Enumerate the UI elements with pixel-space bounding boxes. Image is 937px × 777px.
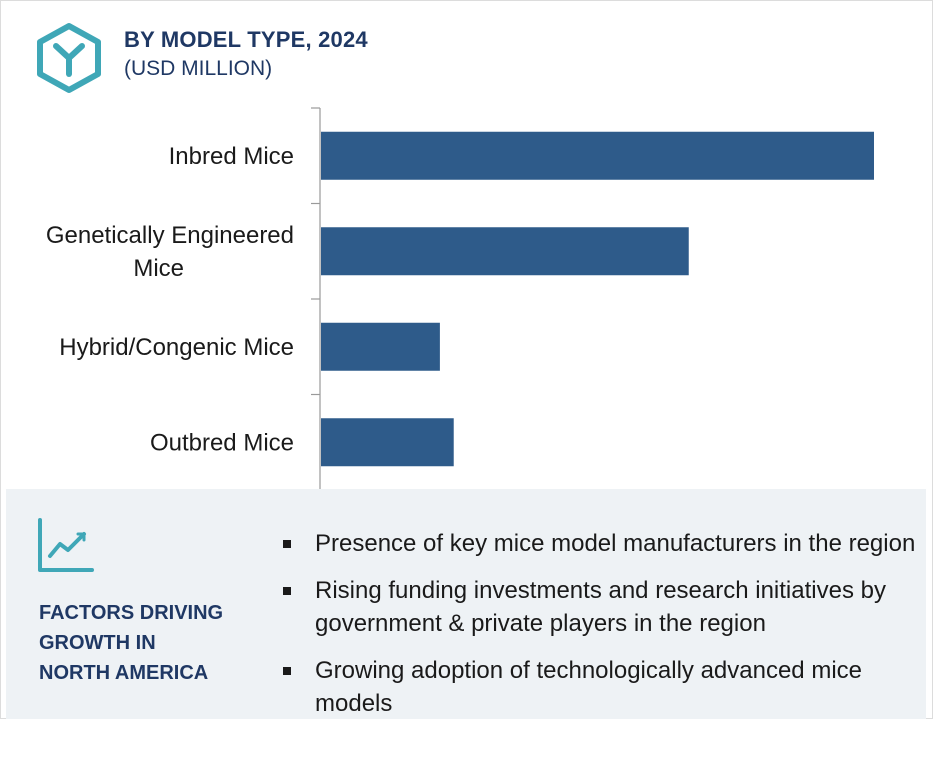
category-label: Outbred Mice: [150, 429, 294, 456]
category-label: Hybrid/Congenic Mice: [59, 334, 294, 361]
factors-list: Presence of key mice model manufacturers…: [280, 527, 920, 734]
factor-text: Presence of key mice model manufacturers…: [315, 530, 916, 557]
factor-text: Rising funding investments and research …: [315, 577, 886, 637]
trend-line-icon: [38, 518, 94, 572]
chart-subtitle: (USD MILLION): [124, 57, 273, 80]
bullet-square-icon: [283, 540, 291, 548]
hexagon-y-logo-icon: [37, 23, 101, 93]
factors-title-line: FACTORS DRIVING: [39, 602, 224, 624]
factors-panel: [6, 489, 926, 719]
factor-item: Presence of key mice model manufacturers…: [280, 527, 920, 560]
chart-title: BY MODEL TYPE, 2024: [124, 27, 368, 52]
bar: [321, 322, 440, 371]
bullet-square-icon: [283, 587, 291, 595]
category-label: Genetically Engineered Mice: [46, 222, 294, 282]
factors-title-line: GROWTH IN: [39, 632, 156, 654]
factor-item: Growing adoption of technologically adva…: [280, 654, 920, 720]
bar-chart: Inbred Mice Genetically Engineered Mice Hyb…: [46, 107, 874, 491]
bar: [321, 227, 689, 276]
category-label: Inbred Mice: [169, 143, 294, 170]
factors-title-line: NORTH AMERICA: [39, 662, 209, 684]
bar: [321, 418, 454, 467]
bullet-square-icon: [283, 667, 291, 675]
factors-title: FACTORS DRIVING GROWTH IN NORTH AMERICA: [39, 598, 259, 688]
bar: [321, 131, 874, 180]
factor-item: Rising funding investments and research …: [280, 574, 920, 640]
factor-text: Growing adoption of technologically adva…: [315, 657, 862, 717]
